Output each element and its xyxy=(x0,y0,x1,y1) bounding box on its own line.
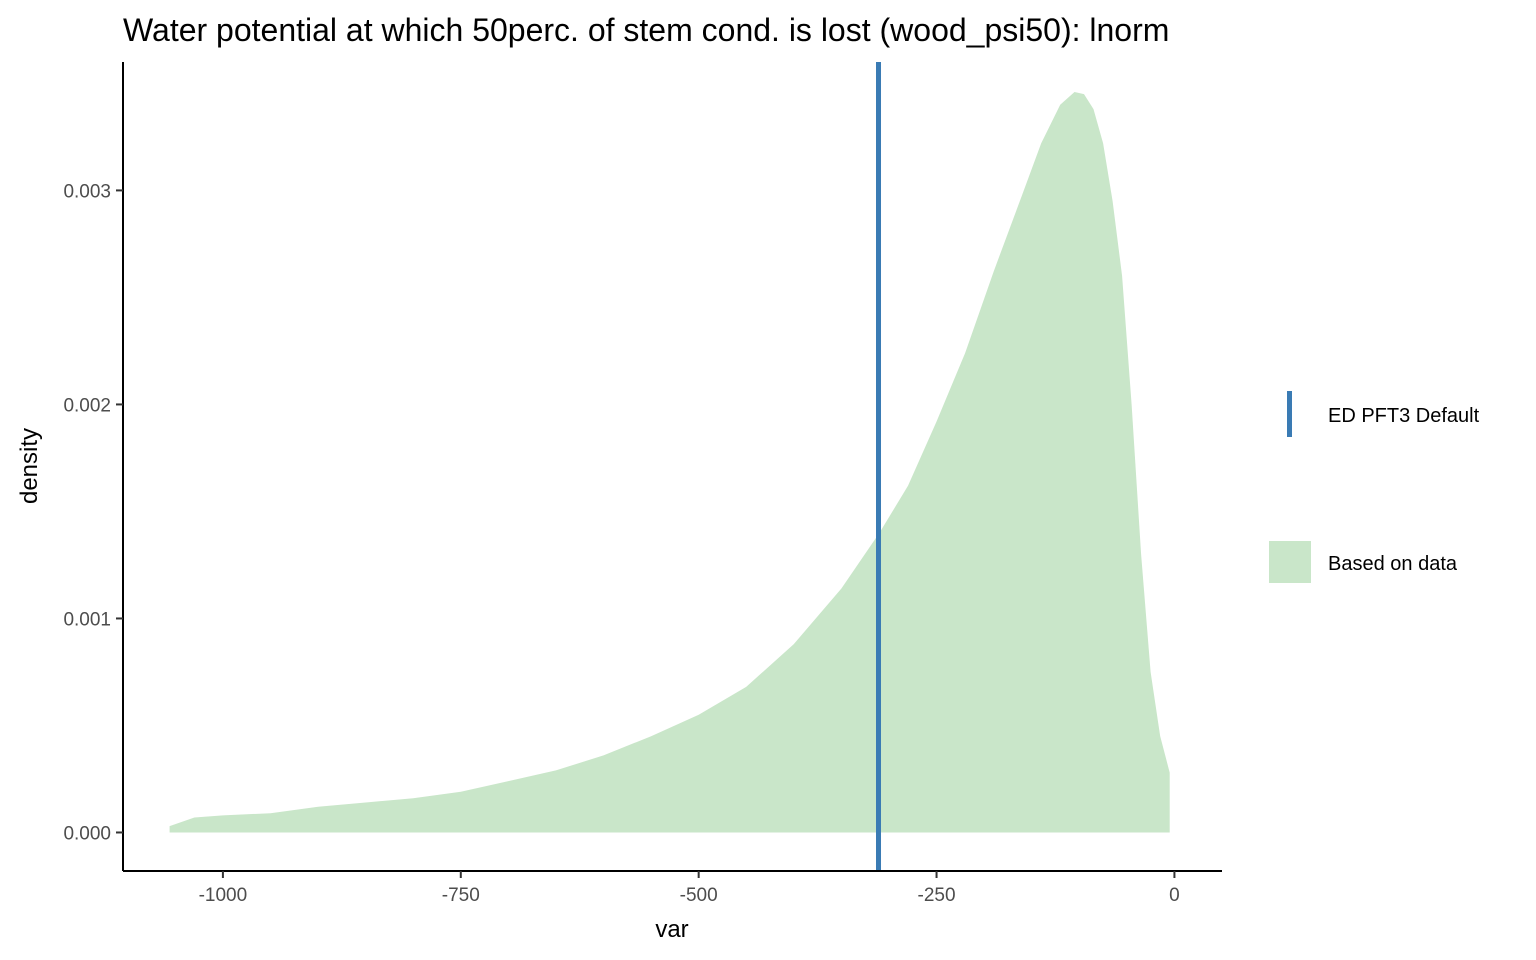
y-axis-title: density xyxy=(16,428,43,504)
legend-label-ed-pft3-default: ED PFT3 Default xyxy=(1328,405,1480,427)
x-axis-title: var xyxy=(655,916,688,943)
y-tick-label: 0.002 xyxy=(63,395,111,416)
x-tick-label: 0 xyxy=(1169,885,1180,906)
x-tick-label: -500 xyxy=(680,885,718,906)
x-axis-ticks: -1000 -750 -500 -250 0 xyxy=(199,871,1180,906)
y-tick-label: 0.003 xyxy=(63,181,111,202)
y-tick-label: 0.001 xyxy=(63,609,111,630)
legend-label-based-on-data: Based on data xyxy=(1328,553,1458,575)
density-area-based-on-data xyxy=(169,92,1170,833)
x-tick-label: -750 xyxy=(442,885,480,906)
chart-title: Water potential at which 50perc. of stem… xyxy=(123,12,1169,48)
y-axis-ticks: 0.000 0.001 0.002 0.003 xyxy=(63,181,123,844)
y-tick-label: 0.000 xyxy=(63,823,111,844)
plot-area xyxy=(169,62,1170,871)
legend-key-ed-pft3-default xyxy=(1287,391,1292,437)
x-tick-label: -1000 xyxy=(199,885,248,906)
legend-key-based-on-data xyxy=(1269,541,1311,583)
x-tick-label: -250 xyxy=(918,885,956,906)
legend: ED PFT3 Default Based on data xyxy=(1269,391,1480,583)
